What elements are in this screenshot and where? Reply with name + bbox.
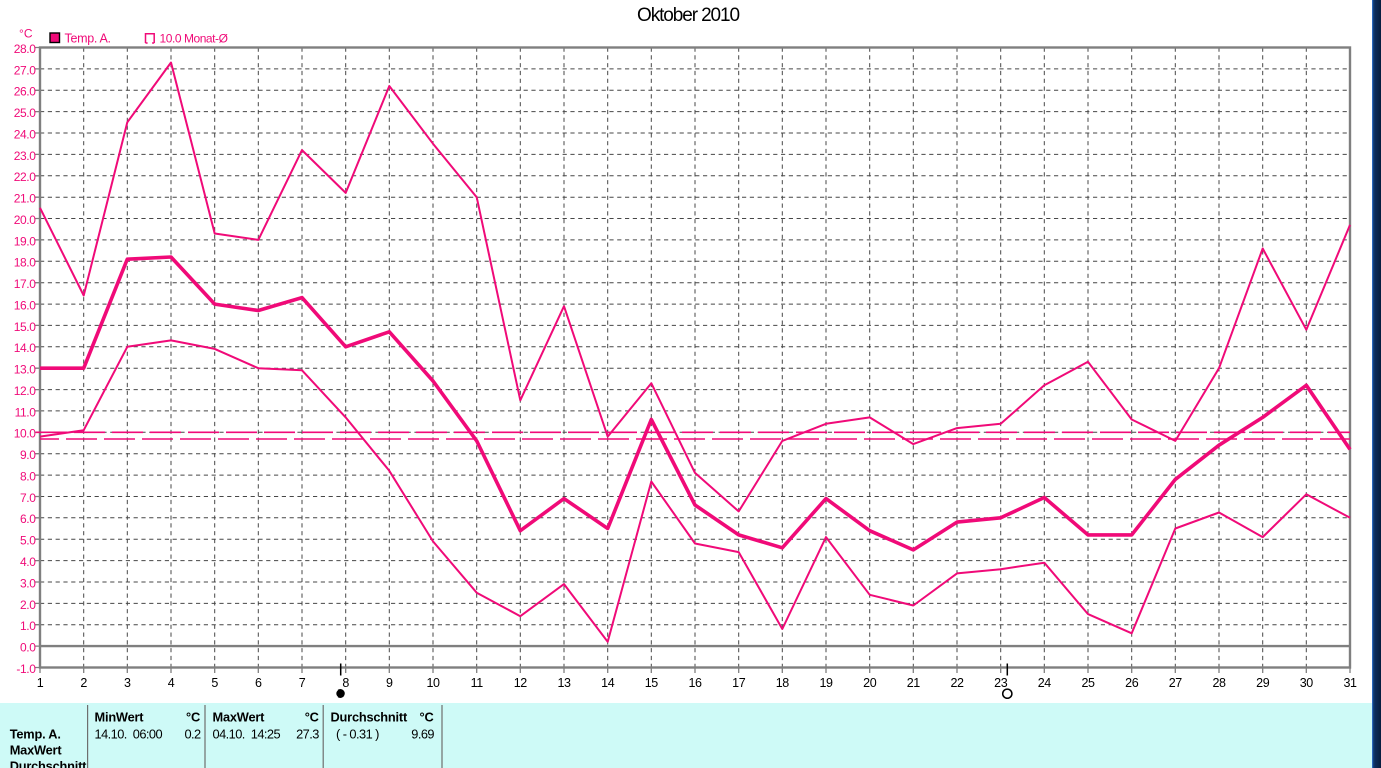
svg-text:23: 23 [994, 676, 1008, 690]
svg-text:12.0: 12.0 [14, 384, 36, 398]
svg-text:25: 25 [1081, 676, 1095, 690]
svg-text:2: 2 [80, 676, 87, 690]
svg-text:3.0: 3.0 [20, 576, 36, 590]
svg-text:11: 11 [471, 676, 484, 690]
svg-text:13: 13 [557, 676, 571, 690]
svg-text:14.0: 14.0 [14, 341, 36, 355]
svg-text:15: 15 [645, 676, 659, 690]
svg-text:5: 5 [211, 676, 218, 690]
svg-text:Durchschnitt: Durchschnitt [10, 759, 87, 768]
svg-text:13.0: 13.0 [14, 363, 36, 377]
svg-text:24.0: 24.0 [14, 127, 36, 141]
svg-text:14.10. 06:00: 14.10. 06:00 [95, 727, 163, 742]
svg-text:Durchschnitt: Durchschnitt [331, 710, 408, 725]
svg-text:MinWert: MinWert [95, 710, 145, 725]
svg-text:04.10. 14:25: 04.10. 14:25 [213, 727, 281, 742]
svg-text:( - 0.31 ): ( - 0.31 ) [336, 727, 379, 742]
svg-text:MaxWert: MaxWert [213, 710, 266, 725]
svg-text:4.0: 4.0 [20, 555, 36, 569]
svg-text:1: 1 [37, 676, 44, 690]
svg-text:Temp. A.: Temp. A. [10, 727, 61, 742]
svg-text:Temp. A.: Temp. A. [65, 32, 111, 46]
svg-text:9.0: 9.0 [20, 448, 36, 462]
svg-text:28: 28 [1212, 676, 1226, 690]
svg-text:14: 14 [601, 676, 615, 690]
svg-text:18: 18 [776, 676, 790, 690]
svg-text:24: 24 [1038, 676, 1052, 690]
svg-text:22: 22 [950, 676, 964, 690]
svg-text:5.0: 5.0 [20, 534, 36, 548]
svg-text:19: 19 [819, 676, 833, 690]
svg-text:MaxWert: MaxWert [10, 743, 63, 758]
svg-text:2.0: 2.0 [20, 598, 36, 612]
svg-text:8.0: 8.0 [20, 470, 36, 484]
svg-text:0.0: 0.0 [20, 641, 36, 655]
svg-text:10.0: 10.0 [14, 427, 36, 441]
svg-text:29: 29 [1256, 676, 1270, 690]
svg-text:0.2: 0.2 [184, 727, 201, 742]
svg-text:28.0: 28.0 [14, 42, 36, 56]
svg-text:20.0: 20.0 [14, 213, 36, 227]
svg-text:10: 10 [426, 676, 440, 690]
svg-text:25.0: 25.0 [14, 106, 36, 120]
svg-text:-1.0: -1.0 [16, 662, 36, 676]
svg-text:11.0: 11.0 [15, 405, 37, 419]
svg-text:26.0: 26.0 [14, 85, 36, 99]
svg-text:9.69: 9.69 [411, 727, 434, 742]
svg-text:31: 31 [1343, 676, 1357, 690]
svg-text:6: 6 [255, 676, 262, 690]
svg-text:12: 12 [514, 676, 528, 690]
svg-text:21.0: 21.0 [14, 192, 36, 206]
svg-text:27: 27 [1169, 676, 1183, 690]
svg-text:17.0: 17.0 [14, 277, 36, 291]
svg-text:°C: °C [19, 27, 33, 41]
svg-text:16: 16 [688, 676, 702, 690]
svg-text:8: 8 [342, 676, 349, 690]
svg-text:°C: °C [305, 710, 319, 725]
svg-text:30: 30 [1300, 676, 1314, 690]
svg-text:21: 21 [907, 676, 921, 690]
svg-text:19.0: 19.0 [14, 234, 36, 248]
svg-text:26: 26 [1125, 676, 1139, 690]
svg-text:17: 17 [732, 676, 746, 690]
svg-text:27.3: 27.3 [296, 727, 319, 742]
svg-text:4: 4 [168, 676, 175, 690]
svg-text:27.0: 27.0 [14, 63, 36, 77]
svg-text:16.0: 16.0 [14, 299, 36, 313]
svg-text:7.0: 7.0 [20, 491, 36, 505]
svg-text:6.0: 6.0 [20, 512, 36, 526]
svg-text:Oktober 2010: Oktober 2010 [637, 5, 739, 26]
svg-text:15.0: 15.0 [14, 320, 36, 334]
svg-text:1.0: 1.0 [20, 619, 36, 633]
svg-text:10.0 Monat-Ø: 10.0 Monat-Ø [160, 32, 228, 46]
svg-text:7: 7 [299, 676, 306, 690]
svg-text:22.0: 22.0 [14, 170, 36, 184]
svg-text:9: 9 [386, 676, 393, 690]
svg-text:3: 3 [124, 676, 131, 690]
svg-text:20: 20 [863, 676, 877, 690]
svg-text:°C: °C [186, 710, 200, 725]
svg-text:18.0: 18.0 [14, 256, 36, 270]
svg-text:°C: °C [420, 710, 434, 725]
svg-text:23.0: 23.0 [14, 149, 36, 163]
